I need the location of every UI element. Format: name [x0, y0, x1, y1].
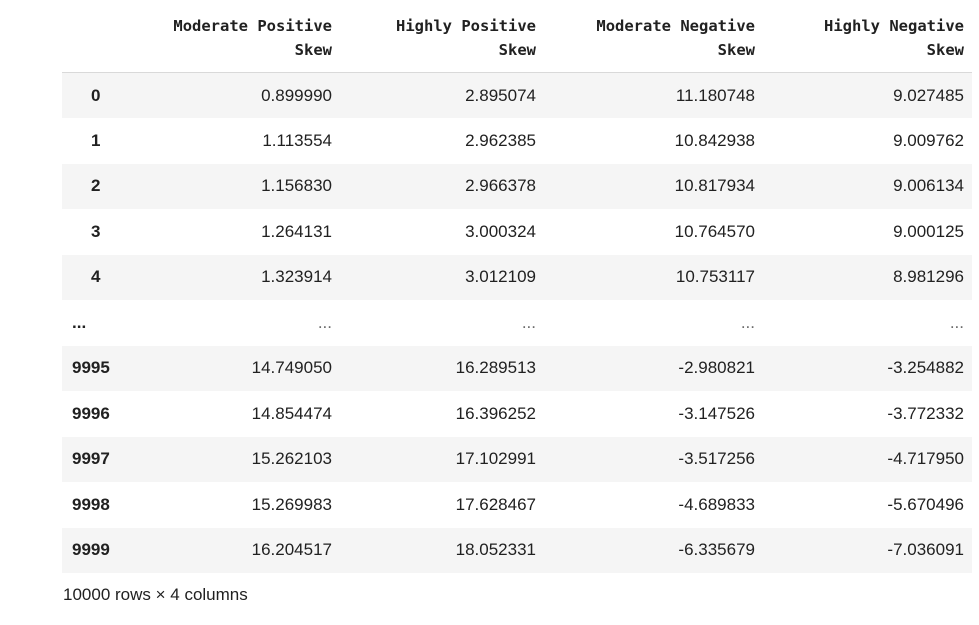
table-cell: 0.899990	[146, 72, 340, 118]
table-cell: 14.854474	[146, 391, 340, 437]
index-column-header	[62, 10, 146, 73]
column-header-line: Moderate Positive	[173, 17, 332, 35]
column-header-line: Highly Positive	[396, 17, 536, 35]
table-cell: 17.102991	[340, 436, 544, 482]
table-cell: -3.772332	[763, 391, 972, 437]
column-header-line: Skew	[926, 41, 964, 59]
table-cell: 9.009762	[763, 118, 972, 164]
table-cell: 1.156830	[146, 163, 340, 209]
table-cell: 10.764570	[544, 209, 763, 255]
table-row: 3 1.264131 3.000324 10.764570 9.000125	[62, 209, 972, 255]
table-cell: 14.749050	[146, 345, 340, 391]
table-cell: 10.817934	[544, 163, 763, 209]
table-cell: 17.628467	[340, 482, 544, 528]
table-cell: 1.264131	[146, 209, 340, 255]
column-header-highly-positive-skew: Highly Positive Skew	[340, 10, 544, 73]
table-cell: -6.335679	[544, 527, 763, 573]
table-row: 1 1.113554 2.962385 10.842938 9.009762	[62, 118, 972, 164]
table-cell: -4.689833	[544, 482, 763, 528]
table-cell: 18.052331	[340, 527, 544, 573]
table-cell: 9.027485	[763, 72, 972, 118]
table-body: 0 0.899990 2.895074 11.180748 9.027485 1…	[62, 72, 972, 573]
table-cell: 11.180748	[544, 72, 763, 118]
dataframe-output: Moderate Positive Skew Highly Positive Ske…	[62, 10, 972, 573]
column-header-moderate-positive-skew: Moderate Positive Skew	[146, 10, 340, 73]
table-row: 9999 16.204517 18.052331 -6.335679 -7.03…	[62, 527, 972, 573]
table-cell: ...	[146, 300, 340, 346]
row-index: 9998	[62, 482, 146, 528]
column-header-line: Skew	[498, 41, 536, 59]
table-cell: 1.113554	[146, 118, 340, 164]
table-cell: 9.006134	[763, 163, 972, 209]
table-row: 9997 15.262103 17.102991 -3.517256 -4.71…	[62, 436, 972, 482]
row-index: 3	[62, 209, 146, 255]
table-cell: -5.670496	[763, 482, 972, 528]
row-index: 0	[62, 72, 146, 118]
header-row: Moderate Positive Skew Highly Positive Ske…	[62, 10, 972, 73]
column-header-line: Skew	[294, 41, 332, 59]
table-cell: 9.000125	[763, 209, 972, 255]
column-header-moderate-negative-skew: Moderate Negative Skew	[544, 10, 763, 73]
row-index: 1	[62, 118, 146, 164]
table-cell: 15.262103	[146, 436, 340, 482]
table-cell: -3.517256	[544, 436, 763, 482]
dataframe-table: Moderate Positive Skew Highly Positive Ske…	[62, 10, 972, 573]
row-index: 9997	[62, 436, 146, 482]
table-cell: 10.842938	[544, 118, 763, 164]
dataframe-shape-caption: 10000 rows × 4 columns	[63, 585, 248, 604]
column-header-line: Moderate Negative	[596, 17, 755, 35]
table-cell: 16.289513	[340, 345, 544, 391]
table-row: 9996 14.854474 16.396252 -3.147526 -3.77…	[62, 391, 972, 437]
row-index: 9996	[62, 391, 146, 437]
table-row: 2 1.156830 2.966378 10.817934 9.006134	[62, 163, 972, 209]
table-cell: 2.966378	[340, 163, 544, 209]
column-header-line: Highly Negative	[824, 17, 964, 35]
column-header-highly-negative-skew: Highly Negative Skew	[763, 10, 972, 73]
table-row: 9998 15.269983 17.628467 -4.689833 -5.67…	[62, 482, 972, 528]
table-cell: 2.962385	[340, 118, 544, 164]
table-cell: -3.147526	[544, 391, 763, 437]
table-cell: 3.012109	[340, 254, 544, 300]
table-row-ellipsis: ... ... ... ... ...	[62, 300, 972, 346]
table-cell: 15.269983	[146, 482, 340, 528]
table-row: 9995 14.749050 16.289513 -2.980821 -3.25…	[62, 345, 972, 391]
row-index: 9999	[62, 527, 146, 573]
table-header: Moderate Positive Skew Highly Positive Ske…	[62, 10, 972, 73]
table-cell: 3.000324	[340, 209, 544, 255]
table-cell: ...	[763, 300, 972, 346]
column-header-line: Skew	[717, 41, 755, 59]
table-row: 4 1.323914 3.012109 10.753117 8.981296	[62, 254, 972, 300]
table-cell: 1.323914	[146, 254, 340, 300]
row-index: 9995	[62, 345, 146, 391]
table-cell: -4.717950	[763, 436, 972, 482]
table-cell: -7.036091	[763, 527, 972, 573]
table-cell: -3.254882	[763, 345, 972, 391]
table-cell: 2.895074	[340, 72, 544, 118]
table-cell: 16.396252	[340, 391, 544, 437]
row-index: 2	[62, 163, 146, 209]
row-index: 4	[62, 254, 146, 300]
table-cell: 8.981296	[763, 254, 972, 300]
table-cell: 16.204517	[146, 527, 340, 573]
table-row: 0 0.899990 2.895074 11.180748 9.027485	[62, 72, 972, 118]
table-cell: 10.753117	[544, 254, 763, 300]
table-cell: ...	[544, 300, 763, 346]
table-cell: -2.980821	[544, 345, 763, 391]
table-cell: ...	[340, 300, 544, 346]
row-index: ...	[62, 300, 146, 346]
